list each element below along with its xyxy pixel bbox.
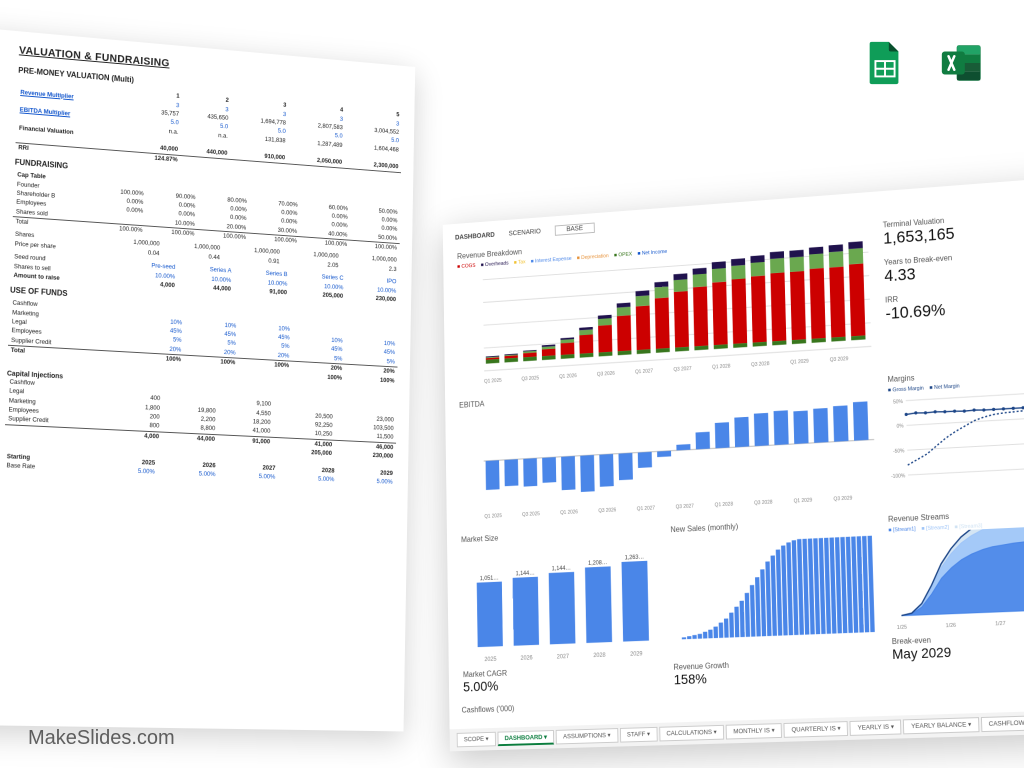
sheet-tab-yearly-is[interactable]: YEARLY IS ▾: [850, 719, 902, 735]
scenario-select[interactable]: BASE: [555, 223, 595, 236]
sheet-tab-calculations[interactable]: CALCULATIONS ▾: [659, 725, 724, 742]
svg-text:Q3 2029: Q3 2029: [833, 495, 852, 502]
svg-text:Q3 2028: Q3 2028: [751, 361, 770, 368]
svg-text:Q1 2025: Q1 2025: [484, 378, 502, 385]
svg-text:Q1 2029: Q1 2029: [794, 497, 813, 504]
svg-text:2028: 2028: [593, 653, 605, 660]
svg-text:Q3 2028: Q3 2028: [754, 499, 773, 506]
svg-text:2027: 2027: [557, 654, 569, 660]
svg-text:Q1 2028: Q1 2028: [715, 501, 734, 508]
sheet-tab-yearly-balance[interactable]: YEARLY BALANCE ▾: [903, 717, 979, 734]
market-size-panel: Market Size 20251,051…20261,144…20271,14…: [459, 523, 663, 698]
svg-text:1,051…: 1,051…: [480, 576, 499, 583]
new-sales-panel: New Sales (monthly) Revenue Growth 158%: [668, 512, 881, 691]
svg-text:1,208…: 1,208…: [588, 561, 608, 568]
ebitda-chart: Q1 2025 Q3 2025 Q1 2026 Q3 2026 Q1 2027 Q3 20…: [459, 388, 878, 520]
watermark-text: MakeSlides.com: [28, 727, 175, 750]
svg-text:1/25: 1/25: [897, 625, 907, 632]
margins-panel: Margins Gross MarginNet Margin 50%0%-50%…: [885, 358, 1024, 505]
cashflows-label: Cashflows ('000): [462, 704, 515, 714]
app-icons: [862, 40, 984, 86]
svg-text:0%: 0%: [897, 423, 905, 430]
svg-text:1,144…: 1,144…: [516, 571, 535, 578]
svg-text:Q1 2026: Q1 2026: [560, 509, 578, 516]
svg-text:Q1 2025: Q1 2025: [484, 513, 502, 520]
svg-text:Q1 2027: Q1 2027: [637, 505, 655, 512]
svg-text:Q3 2026: Q3 2026: [598, 507, 616, 514]
sheet-tab-quarterly-is[interactable]: QUARTERLY IS ▾: [784, 721, 849, 738]
sheet-tab-monthly-is[interactable]: MONTHLY IS ▾: [726, 723, 783, 739]
market-size-chart: 2025 1,051… 2026 1,144… 2027 1,144… 2028 1,208……: [461, 539, 660, 664]
sheet-tab-staff[interactable]: STAFF ▾: [620, 727, 658, 743]
scenario-label: SCENARIO: [509, 228, 541, 237]
svg-text:1/26: 1/26: [946, 623, 957, 630]
svg-text:2025: 2025: [484, 657, 496, 663]
svg-text:Q1 2026: Q1 2026: [559, 373, 577, 380]
svg-text:Q3 2025: Q3 2025: [521, 375, 539, 382]
valuation-spreadsheet: VALUATION & FUNDRAISING PRE-MONEY VALUAT…: [0, 27, 415, 731]
ebitda-panel: EBITDA Q1 2025Q3 2025Q1 2026Q3 2026Q1 20…: [457, 372, 880, 527]
svg-text:Q3 2029: Q3 2029: [830, 356, 849, 363]
svg-text:1/27: 1/27: [995, 621, 1006, 628]
svg-text:2029: 2029: [630, 651, 642, 658]
sheet-tab-cashflow[interactable]: CASHFLOW ▾: [981, 715, 1024, 732]
dashboard-spreadsheet: DASHBOARD SCENARIO BASE Revenue Breakdow…: [443, 174, 1024, 751]
ms-excel-icon: [938, 40, 984, 86]
revenue-streams-chart: 1/251/261/271/281/29: [889, 524, 1024, 632]
margins-chart: 50% 0% -50% -100%: [888, 381, 1024, 494]
svg-text:2026: 2026: [520, 655, 532, 661]
svg-text:Q3 2026: Q3 2026: [597, 370, 615, 377]
revenue-streams-title: Revenue Streams: [888, 505, 1024, 524]
new-sales-chart: [671, 529, 879, 657]
google-sheets-icon: [862, 40, 908, 86]
svg-text:Q3 2027: Q3 2027: [676, 503, 695, 510]
svg-text:1,144…: 1,144…: [552, 566, 571, 573]
svg-text:1,263…: 1,263…: [625, 555, 645, 562]
kpi-panel: Terminal Valuation 1,653,165 Years to Br…: [881, 201, 1024, 365]
sheet-tab-assumptions[interactable]: ASSUMPTIONS ▾: [556, 728, 618, 744]
sheet-tab-scope[interactable]: SCOPE ▾: [457, 732, 496, 748]
svg-text:Q1 2027: Q1 2027: [635, 368, 653, 375]
svg-text:Q3 2025: Q3 2025: [522, 511, 540, 518]
sheet-tab-dashboard[interactable]: DASHBOARD ▾: [497, 730, 554, 746]
svg-text:-100%: -100%: [891, 473, 906, 480]
svg-text:Q1 2028: Q1 2028: [712, 363, 731, 370]
svg-text:Q1 2029: Q1 2029: [790, 358, 809, 365]
svg-text:50%: 50%: [893, 399, 904, 406]
revenue-breakdown-panel: Revenue Breakdown COGSOverheadsTaxIntere…: [455, 218, 876, 392]
dashboard-header-label: DASHBOARD: [455, 232, 495, 241]
svg-text:-50%: -50%: [893, 448, 905, 455]
revenue-streams-panel: Revenue Streams [Stream1][Stream2][Strea…: [886, 501, 1024, 684]
svg-text:Q3 2027: Q3 2027: [673, 366, 691, 373]
